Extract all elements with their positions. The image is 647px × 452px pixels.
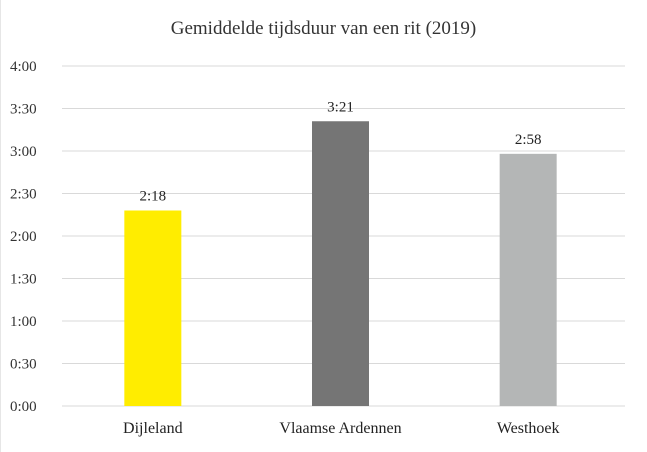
y-tick-label-1: 0:30 (10, 357, 37, 373)
y-tick-label-0: 0:00 (10, 399, 37, 415)
y-tick-label-2: 1:00 (10, 314, 37, 330)
bar-1 (312, 121, 369, 406)
data-label-1: 3:21 (327, 99, 354, 115)
y-tick-label-7: 3:30 (10, 102, 37, 118)
x-category-label-1: Vlaamse Ardennen (279, 420, 401, 437)
bar-0 (124, 210, 182, 406)
x-category-label-0: Dijleland (123, 420, 183, 437)
bar-2 (499, 153, 557, 406)
y-tick-label-6: 3:00 (10, 144, 37, 160)
y-tick-label-8: 4:00 (10, 59, 37, 75)
x-category-label-2: Westhoek (497, 420, 560, 437)
data-label-2: 2:58 (515, 132, 542, 148)
y-tick-label-5: 2:30 (10, 187, 37, 203)
chart-title: Gemiddelde tijdsduur van een rit (2019) (170, 18, 477, 39)
y-tick-label-4: 2:00 (10, 229, 37, 245)
y-tick-label-3: 1:30 (10, 272, 37, 288)
data-label-0: 2:18 (139, 189, 166, 205)
